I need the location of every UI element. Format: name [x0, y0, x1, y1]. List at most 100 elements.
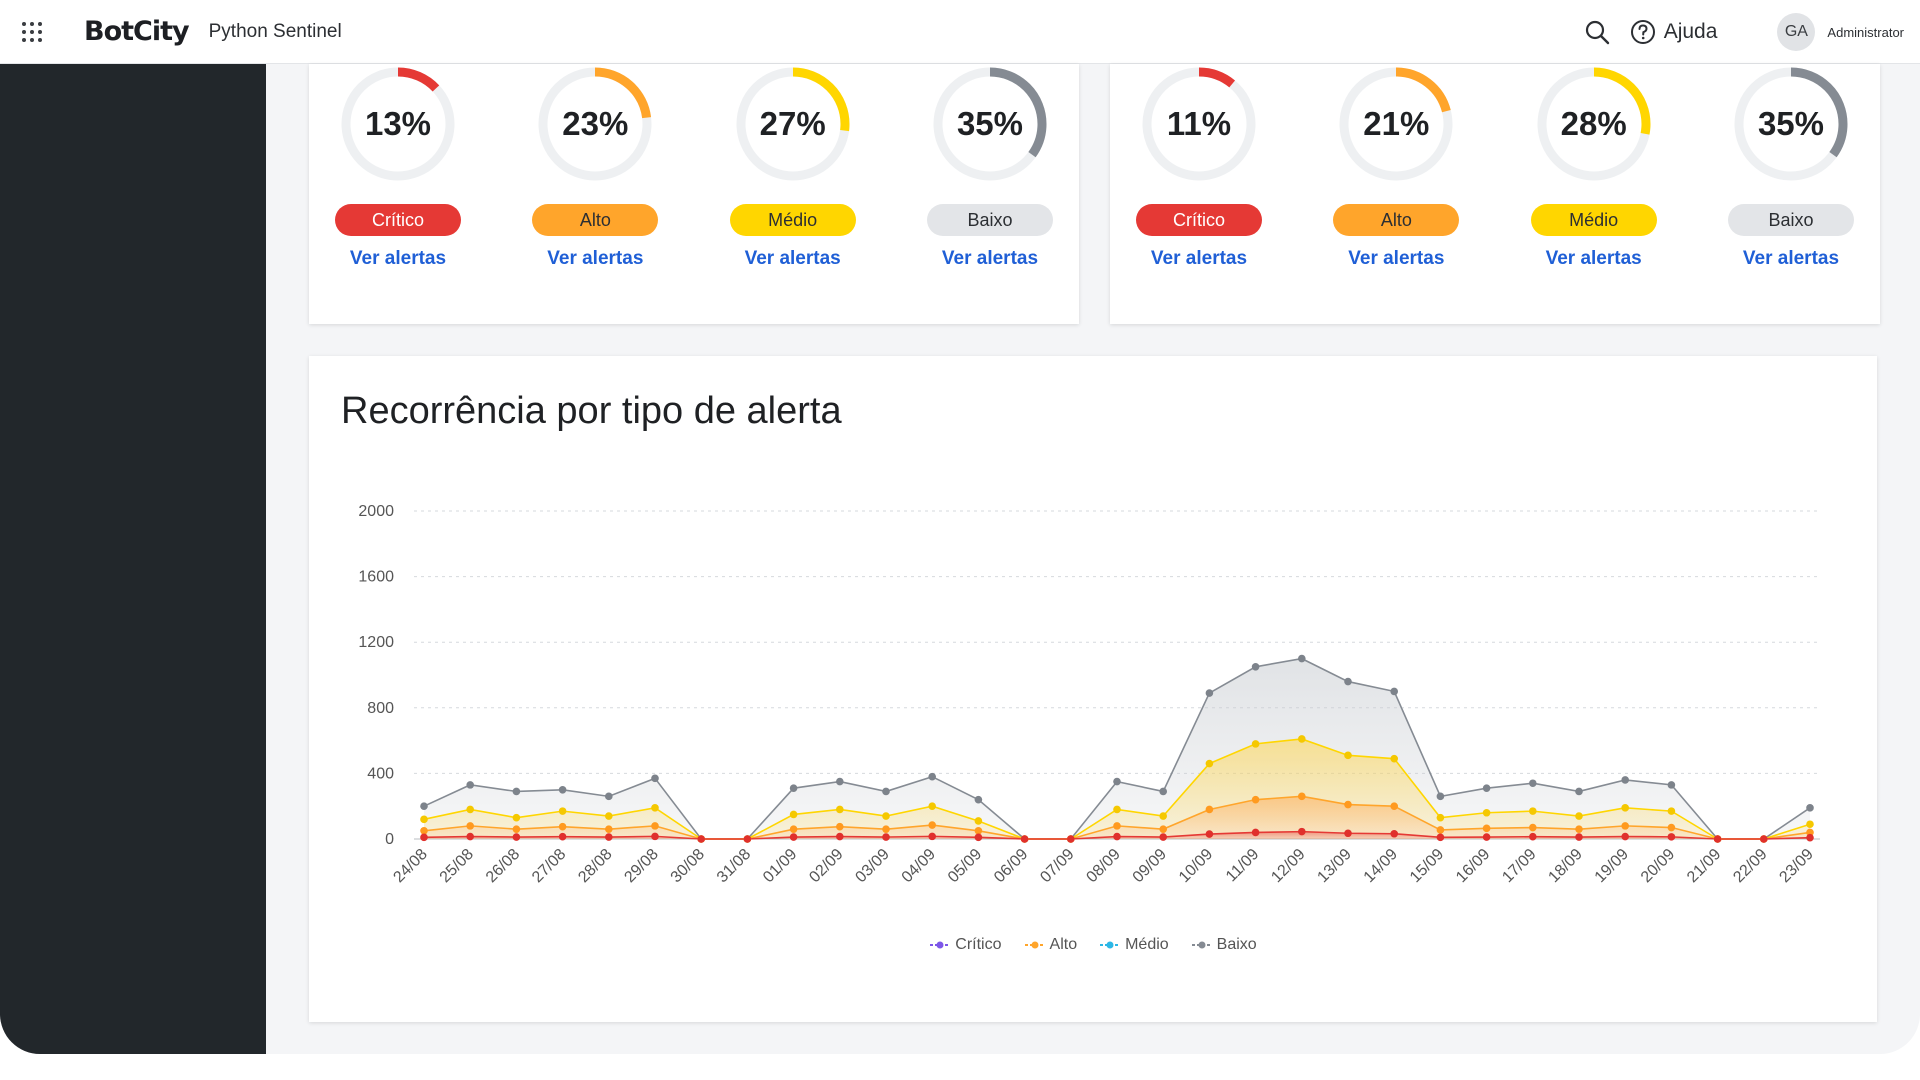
data-point [928, 772, 936, 781]
gauge-arc [538, 67, 652, 181]
view-alerts-link[interactable]: Ver alertas [1150, 248, 1248, 269]
data-point [1436, 792, 1445, 801]
data-point [1575, 825, 1583, 833]
data-point [512, 825, 521, 833]
data-point [1113, 777, 1121, 786]
search-button[interactable] [1580, 15, 1614, 49]
view-alerts-link[interactable]: Ver alertas [1742, 248, 1840, 269]
gauge-arc [736, 67, 850, 181]
data-point [420, 802, 428, 810]
y-tick-label: 1200 [358, 634, 394, 651]
x-tick-label: 14/09 [1361, 846, 1401, 886]
data-point [1667, 807, 1676, 815]
x-tick-label: 26/08 [483, 846, 523, 886]
gauge-arc [1339, 67, 1453, 181]
severity-badge: Médio [1530, 204, 1657, 236]
x-tick-label: 31/08 [714, 846, 754, 886]
legend-item[interactable]: Crítico [929, 936, 1002, 954]
data-point [420, 827, 428, 835]
data-point [1529, 823, 1537, 832]
data-point [1667, 781, 1676, 789]
data-point [466, 832, 474, 841]
legend-marker [930, 941, 951, 949]
data-point [789, 810, 798, 819]
data-point [1436, 833, 1445, 842]
x-tick-label: 18/09 [1545, 846, 1585, 886]
data-point [1667, 823, 1676, 832]
view-alerts-link[interactable]: Ver alertas [547, 248, 644, 269]
severity-badge: Crítico [335, 204, 461, 236]
y-tick-label: 800 [367, 700, 394, 717]
brand-logo[interactable]: BotCity [84, 16, 190, 47]
data-point [1667, 833, 1676, 841]
data-point [1713, 835, 1722, 843]
view-alerts-link[interactable]: Ver alertas [1545, 248, 1642, 269]
gauge-arc [341, 67, 455, 181]
x-tick-label: 12/09 [1268, 846, 1308, 886]
data-point [1575, 812, 1583, 820]
data-point [1251, 795, 1260, 804]
x-tick-label: 28/08 [575, 846, 615, 886]
y-tick-label: 2000 [358, 503, 394, 520]
x-tick-label: 22/09 [1730, 846, 1770, 886]
data-point [1113, 805, 1121, 814]
data-point [974, 827, 983, 835]
data-point [1251, 663, 1260, 671]
data-point [1298, 735, 1306, 743]
data-point [1621, 822, 1629, 830]
x-tick-label: 04/09 [899, 846, 939, 886]
data-point [836, 832, 844, 841]
data-point [651, 832, 659, 841]
user-name[interactable]: Administrator [1827, 24, 1904, 40]
view-alerts-link[interactable]: Ver alertas [1348, 248, 1445, 269]
data-point [605, 833, 613, 841]
y-tick-label: 0 [385, 831, 394, 848]
data-point [1205, 805, 1214, 814]
y-tick-label: 400 [367, 765, 394, 782]
avatar[interactable]: GA [1777, 13, 1816, 51]
severity-gauge: 23% Alto Ver alertas [530, 64, 660, 270]
gauge-arc [1142, 67, 1256, 181]
data-point [1251, 740, 1260, 748]
data-point [1205, 830, 1214, 838]
app-launcher-button[interactable] [0, 0, 64, 64]
data-point [836, 805, 844, 814]
x-tick-label: 25/08 [437, 846, 477, 886]
legend-item[interactable]: Alto [1024, 936, 1077, 954]
app-frame: BotCity Python Sentinel Ajuda GA Adminis… [0, 0, 1920, 1054]
x-tick-label: 05/09 [945, 846, 985, 886]
data-point [974, 833, 983, 842]
severity-badge: Alto [1333, 204, 1460, 236]
legend-item[interactable]: Baixo [1191, 936, 1257, 954]
data-point [789, 784, 798, 792]
severity-gauge: 21% Alto Ver alertas [1331, 64, 1461, 270]
x-tick-label: 03/09 [852, 846, 892, 886]
severity-gauge: 27% Médio Ver alertas [728, 64, 858, 270]
severity-gauge: 35% Baixo Ver alertas [1726, 64, 1856, 270]
data-point [651, 774, 659, 783]
x-tick-label: 21/09 [1684, 846, 1724, 886]
data-point [1113, 832, 1121, 841]
legend-label: Crítico [955, 936, 1002, 953]
help-icon [1630, 20, 1655, 44]
legend-label: Médio [1125, 936, 1169, 953]
help-button[interactable]: Ajuda [1630, 19, 1717, 45]
view-alerts-link[interactable]: Ver alertas [349, 248, 447, 269]
data-point [882, 833, 890, 841]
data-point [928, 832, 936, 841]
legend-marker [1191, 941, 1212, 949]
view-alerts-link[interactable]: Ver alertas [744, 248, 841, 269]
view-alerts-link[interactable]: Ver alertas [941, 248, 1039, 269]
data-point [1159, 812, 1167, 820]
legend-item[interactable]: Médio [1099, 936, 1169, 954]
severity-gauge: 35% Baixo Ver alertas [925, 64, 1055, 270]
severity-card-right: 11% Crítico Ver alertas 21% Alto Ver alertas 2… [1110, 64, 1880, 324]
x-tick-label: 20/09 [1638, 846, 1678, 886]
data-point [466, 822, 474, 830]
data-point [974, 817, 983, 825]
x-tick-label: 19/09 [1592, 846, 1632, 886]
x-tick-label: 13/09 [1314, 846, 1354, 886]
data-point [1020, 835, 1029, 843]
data-point [512, 813, 521, 822]
x-tick-label: 17/09 [1499, 846, 1539, 886]
